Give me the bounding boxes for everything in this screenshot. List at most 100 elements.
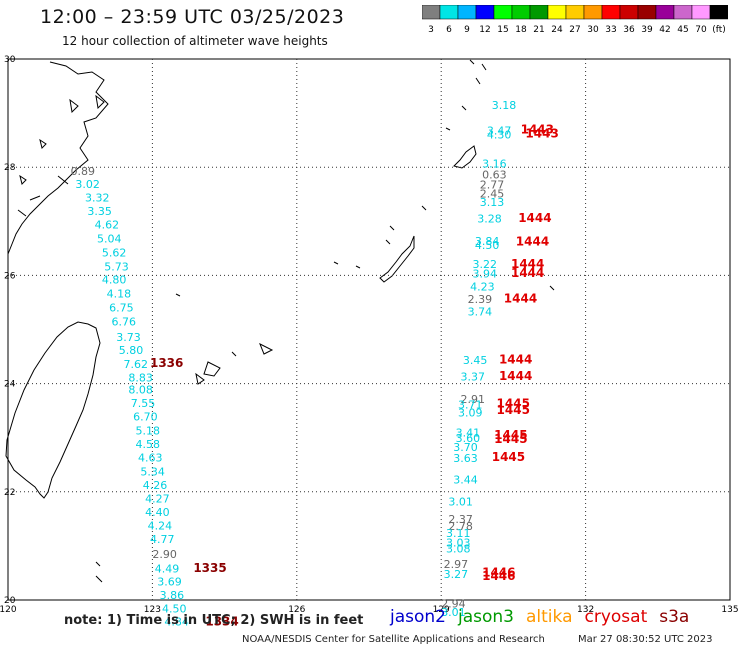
wave-height-label: 3.09 (458, 407, 483, 420)
pass-time-label: 1334 (205, 614, 238, 628)
footer-note: note: 1) Time is in UTC; 2) SWH is in fe… (64, 613, 364, 628)
wave-height-label: 3.63 (453, 452, 478, 465)
graticule (7, 58, 731, 601)
pass-time-label: 1445 (494, 428, 527, 442)
lon-tick-label: 132 (577, 605, 594, 615)
wave-height-label: 3.08 (446, 542, 471, 555)
wave-height-label: 4.18 (107, 288, 132, 301)
pass-time-label: 1445 (492, 450, 525, 464)
lat-tick-label: 30 (4, 55, 16, 65)
wave-height-label: 3.70 (453, 441, 478, 454)
wave-height-label: 4.63 (138, 452, 163, 465)
coastline-layer (5, 59, 555, 583)
wave-height-label: 4.24 (148, 520, 173, 533)
wave-height-label: 5.73 (104, 261, 128, 274)
wave-height-label: 2.39 (468, 293, 493, 306)
colorbar-tick-label: 12 (479, 25, 490, 35)
pass-time-label: 1443 (525, 126, 558, 140)
island-dots-ryukyu (95, 59, 555, 583)
colorbar-tick-label: 70 (695, 25, 707, 35)
lon-tick-label: 129 (433, 605, 450, 615)
wave-height-label: 4.80 (102, 274, 127, 287)
colorbar-unit: (ft) (712, 25, 726, 35)
wave-height-label: 4.26 (143, 479, 168, 492)
colorbar-tick-label: 3 (428, 25, 434, 35)
wave-height-label: 3.94 (472, 268, 497, 281)
axis-tick-labels: 120 123 126 129 132 135 30 28 26 24 22 20 (0, 55, 739, 615)
wave-height-label: 5.18 (136, 424, 161, 437)
lat-tick-label: 28 (4, 163, 16, 173)
coastline-china (7, 61, 109, 255)
wave-height-label: 5.62 (102, 246, 127, 259)
wave-height-label: 2.78 (448, 520, 473, 533)
wave-height-label: 4.62 (95, 218, 120, 231)
wave-height-label: 3.84 (475, 235, 500, 248)
wave-height-label: 0.89 (71, 165, 96, 178)
wave-height-label: 2.97 (444, 558, 469, 571)
lat-tick-label: 24 (4, 380, 16, 390)
pass-time-label: 1445 (494, 432, 527, 446)
wave-height-label: 4.58 (136, 438, 161, 451)
lon-tick-label: 126 (288, 605, 305, 615)
map-frame (7, 58, 731, 601)
wave-height-label: 4.27 (145, 493, 170, 506)
wave-height-label: 2.94 (441, 598, 466, 611)
pass-time-label: 1444 (516, 235, 549, 249)
wave-height-label: 2.90 (152, 548, 177, 561)
pass-time-label: 1444 (518, 211, 551, 225)
wave-height-label: 6.70 (133, 410, 158, 423)
colorbar-tick-label: 15 (497, 25, 508, 35)
wave-height-label: 3.86 (160, 589, 185, 602)
generation-timestamp: Mar 27 08:30:52 UTC 2023 (578, 634, 713, 645)
lon-tick-label: 123 (144, 605, 161, 615)
colorbar-tick-label: 36 (623, 25, 635, 35)
wave-height-label: 6.76 (111, 316, 136, 329)
mission-jason2: jason2 (390, 607, 446, 627)
colorbar-tick-label: 42 (659, 25, 670, 35)
wave-height-label: 3.02 (75, 178, 100, 191)
wave-height-label: 3.44 (453, 474, 478, 487)
wave-height-label: 4.84 (164, 615, 189, 628)
wave-height-label: 8.08 (128, 383, 153, 396)
colorbar-tick-label: 9 (464, 25, 470, 35)
mission-s3a: s3a (659, 607, 690, 627)
wave-height-label: 3.22 (472, 258, 497, 271)
wave-height-label: 7.55 (131, 397, 156, 410)
wave-height-label: 4.23 (470, 281, 495, 294)
pass-time-label: 1335 (193, 561, 226, 575)
wave-height-label: 5.04 (97, 232, 122, 245)
wave-height-label: 4.30 (487, 129, 512, 142)
colorbar-tick-label: 21 (533, 25, 544, 35)
map-subtitle: 12 hour collection of altimeter wave hei… (62, 34, 328, 48)
wave-height-label: 3.28 (477, 212, 502, 225)
pass-time-label: 1446 (482, 566, 515, 580)
pass-time-label: 1444 (511, 266, 544, 280)
wave-height-label: 3.71 (458, 398, 483, 411)
colorbar-swatch (709, 5, 728, 20)
wave-height-label: 3.60 (456, 432, 481, 445)
colorbar-tick-label: 24 (551, 25, 563, 35)
wave-height-colorbar: 3 6 9 12 15 18 21 24 27 30 33 36 39 42 45 70 (ft) (422, 5, 728, 35)
pass-time-label: 1445 (497, 403, 530, 417)
wave-height-label: 4.40 (145, 506, 170, 519)
wave-height-label: 7.62 (124, 358, 148, 371)
wave-height-label: 6.75 (109, 302, 134, 315)
wave-height-label: 3.11 (446, 527, 471, 540)
island-dots-china (19, 94, 105, 185)
wave-height-label: 2.45 (480, 187, 505, 200)
wave-height-label: 2.77 (480, 178, 505, 191)
wave-height-label: 3.47 (487, 125, 512, 138)
coastline-okinawa (379, 235, 415, 283)
mission-cryosat: cryosat (584, 607, 648, 627)
wave-height-label: 3.03 (446, 536, 471, 549)
lat-tick-label: 26 (4, 271, 16, 281)
wave-height-label: 0.63 (482, 169, 507, 182)
pass-time-label: 1444 (511, 257, 544, 271)
lon-tick-label: 135 (721, 605, 738, 615)
mission-altika: altika (526, 607, 573, 627)
wave-height-label: 2.91 (460, 393, 485, 406)
coastline-yaeyama (195, 342, 274, 385)
wave-height-label: 3.16 (482, 158, 507, 171)
mission-legend: jason2 jason3 altika cryosat s3a (390, 607, 701, 627)
wave-height-label: 3.01 (448, 495, 473, 508)
